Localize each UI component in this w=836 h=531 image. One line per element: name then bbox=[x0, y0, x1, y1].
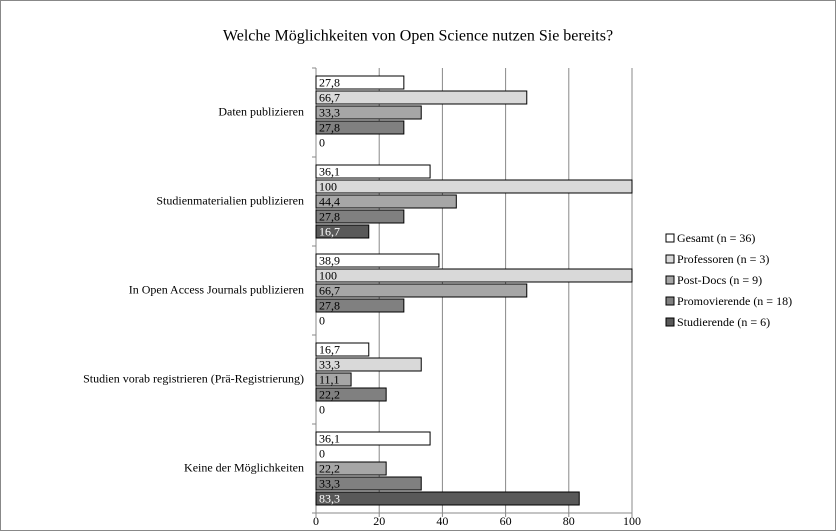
bar bbox=[315, 224, 370, 239]
data-label: 100 bbox=[319, 179, 337, 193]
bar bbox=[315, 194, 457, 209]
y-tick-label: Studien vorab registrieren (Prä-Registri… bbox=[83, 371, 304, 385]
data-label: 27,8 bbox=[319, 120, 340, 134]
bar bbox=[315, 298, 405, 313]
legend-swatch bbox=[665, 296, 675, 306]
data-label: 38,9 bbox=[319, 253, 340, 267]
data-label: 0 bbox=[319, 135, 325, 149]
x-tick-label: 100 bbox=[623, 514, 641, 528]
bar bbox=[315, 120, 405, 135]
y-tick-label: In Open Access Journals publizieren bbox=[129, 282, 304, 296]
data-label: 36,1 bbox=[319, 164, 340, 178]
data-label: 22,2 bbox=[319, 461, 340, 475]
data-label: 22,2 bbox=[319, 387, 340, 401]
data-label: 66,7 bbox=[319, 90, 340, 104]
data-label: 16,7 bbox=[319, 224, 340, 238]
data-label: 27,8 bbox=[319, 209, 340, 223]
legend-swatch bbox=[665, 317, 675, 327]
bar bbox=[315, 461, 387, 476]
bar bbox=[315, 209, 405, 224]
x-tick-label: 40 bbox=[436, 514, 448, 528]
data-label: 36,1 bbox=[319, 431, 340, 445]
data-label: 0 bbox=[319, 402, 325, 416]
bar bbox=[315, 164, 431, 179]
legend-swatch bbox=[665, 254, 675, 264]
bar bbox=[315, 283, 528, 298]
data-label: 33,3 bbox=[319, 476, 340, 490]
x-tick-label: 20 bbox=[373, 514, 385, 528]
legend-label: Post-Docs (n = 9) bbox=[677, 273, 762, 287]
x-tick-label: 60 bbox=[500, 514, 512, 528]
legend-label: Promovierende (n = 18) bbox=[677, 294, 792, 308]
bar bbox=[315, 387, 387, 402]
legend-swatch bbox=[665, 233, 675, 243]
data-label: 0 bbox=[319, 313, 325, 327]
bar bbox=[315, 342, 370, 357]
bar bbox=[315, 75, 405, 90]
data-label: 100 bbox=[319, 268, 337, 282]
bar bbox=[315, 253, 440, 268]
data-label: 33,3 bbox=[319, 105, 340, 119]
data-label: 0 bbox=[319, 446, 325, 460]
y-tick-label: Keine der Möglichkeiten bbox=[184, 460, 304, 474]
bar bbox=[315, 90, 528, 105]
bar bbox=[315, 476, 422, 491]
data-label: 16,7 bbox=[319, 342, 340, 356]
chart-title: Welche Möglichkeiten von Open Science nu… bbox=[223, 28, 613, 45]
x-tick-label: 80 bbox=[563, 514, 575, 528]
bar bbox=[315, 179, 633, 194]
legend-label: Studierende (n = 6) bbox=[677, 315, 770, 329]
bar bbox=[315, 268, 633, 283]
legend-label: Professoren (n = 3) bbox=[677, 252, 769, 266]
y-tick-label: Daten publizieren bbox=[218, 104, 304, 118]
data-label: 44,4 bbox=[319, 194, 340, 208]
data-label: 27,8 bbox=[319, 75, 340, 89]
bar bbox=[315, 372, 352, 387]
x-tick-label: 0 bbox=[313, 514, 319, 528]
data-label: 33,3 bbox=[319, 357, 340, 371]
bar bbox=[315, 431, 431, 446]
data-label: 83,3 bbox=[319, 491, 340, 505]
bar bbox=[315, 105, 422, 120]
data-label: 11,1 bbox=[319, 372, 340, 386]
y-tick-label: Studienmaterialien publizieren bbox=[156, 193, 304, 207]
data-label: 66,7 bbox=[319, 283, 340, 297]
bar bbox=[315, 357, 422, 372]
legend-swatch bbox=[665, 275, 675, 285]
legend-label: Gesamt (n = 36) bbox=[677, 231, 755, 245]
bar bbox=[315, 491, 580, 506]
data-label: 27,8 bbox=[319, 298, 340, 312]
